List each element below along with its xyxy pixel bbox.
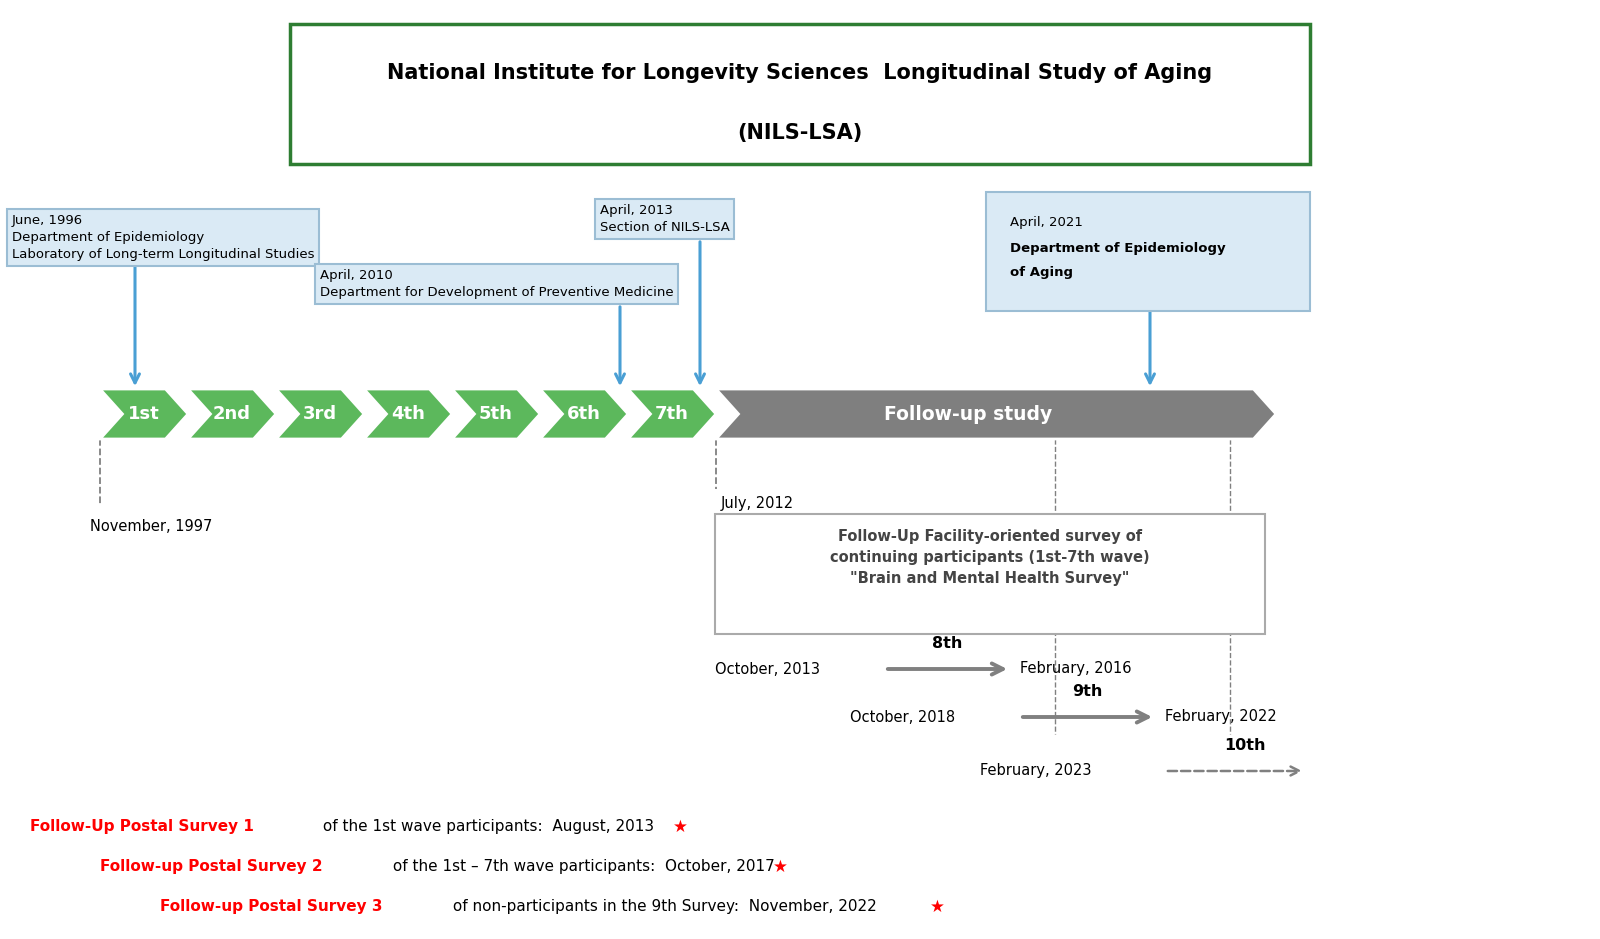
Polygon shape [717, 389, 1277, 439]
Polygon shape [189, 389, 277, 439]
Text: (NILS-LSA): (NILS-LSA) [738, 123, 862, 144]
Text: Follow-Up Facility-oriented survey of
continuing participants (1st-7th wave)
"Br: Follow-Up Facility-oriented survey of co… [830, 529, 1150, 586]
Polygon shape [365, 389, 453, 439]
Text: 5th: 5th [478, 405, 514, 423]
Text: 4th: 4th [390, 405, 426, 423]
Text: Follow-up study: Follow-up study [883, 405, 1053, 423]
Text: February, 2023: February, 2023 [979, 763, 1091, 778]
Text: 3rd: 3rd [302, 405, 338, 423]
Text: ★: ★ [773, 858, 787, 876]
Text: of Aging: of Aging [1010, 266, 1074, 279]
Text: of the 1st – 7th wave participants:  October, 2017: of the 1st – 7th wave participants: Octo… [387, 859, 774, 874]
Text: April, 2010
Department for Development of Preventive Medicine: April, 2010 Department for Development o… [320, 269, 674, 299]
FancyBboxPatch shape [715, 514, 1266, 634]
Polygon shape [277, 389, 363, 439]
Polygon shape [99, 389, 189, 439]
Polygon shape [541, 389, 627, 439]
Text: of non-participants in the 9th Survey:  November, 2022: of non-participants in the 9th Survey: N… [448, 900, 877, 915]
Text: April, 2013
Section of NILS-LSA: April, 2013 Section of NILS-LSA [600, 204, 730, 234]
Text: National Institute for Longevity Sciences  Longitudinal Study of Aging: National Institute for Longevity Science… [387, 63, 1213, 83]
Text: 8th: 8th [933, 636, 963, 651]
Text: 7th: 7th [654, 405, 690, 423]
Text: of the 1st wave participants:  August, 2013: of the 1st wave participants: August, 20… [318, 820, 654, 835]
Polygon shape [627, 389, 717, 439]
Text: 10th: 10th [1224, 738, 1266, 753]
Polygon shape [451, 389, 541, 439]
Text: October, 2013: October, 2013 [715, 661, 819, 676]
Text: Department of Epidemiology: Department of Epidemiology [1010, 242, 1226, 255]
Text: ★: ★ [930, 898, 946, 916]
Text: April, 2021: April, 2021 [1010, 216, 1083, 229]
Text: July, 2012: July, 2012 [722, 496, 794, 511]
Text: February, 2022: February, 2022 [1165, 710, 1277, 725]
Text: 6th: 6th [566, 405, 602, 423]
Text: Follow-up Postal Survey 3: Follow-up Postal Survey 3 [160, 900, 382, 915]
FancyBboxPatch shape [986, 192, 1310, 311]
Text: 9th: 9th [1072, 684, 1102, 699]
Text: February, 2016: February, 2016 [1021, 661, 1131, 676]
Text: ★: ★ [674, 818, 688, 836]
Text: October, 2018: October, 2018 [850, 710, 955, 725]
Text: 2nd: 2nd [213, 405, 251, 423]
Text: November, 1997: November, 1997 [90, 519, 213, 534]
Text: 1st: 1st [128, 405, 160, 423]
FancyBboxPatch shape [290, 24, 1310, 164]
Text: Follow-Up Postal Survey 1: Follow-Up Postal Survey 1 [30, 820, 254, 835]
Text: Follow-up Postal Survey 2: Follow-up Postal Survey 2 [99, 859, 323, 874]
Text: June, 1996
Department of Epidemiology
Laboratory of Long-term Longitudinal Studi: June, 1996 Department of Epidemiology La… [13, 214, 315, 261]
